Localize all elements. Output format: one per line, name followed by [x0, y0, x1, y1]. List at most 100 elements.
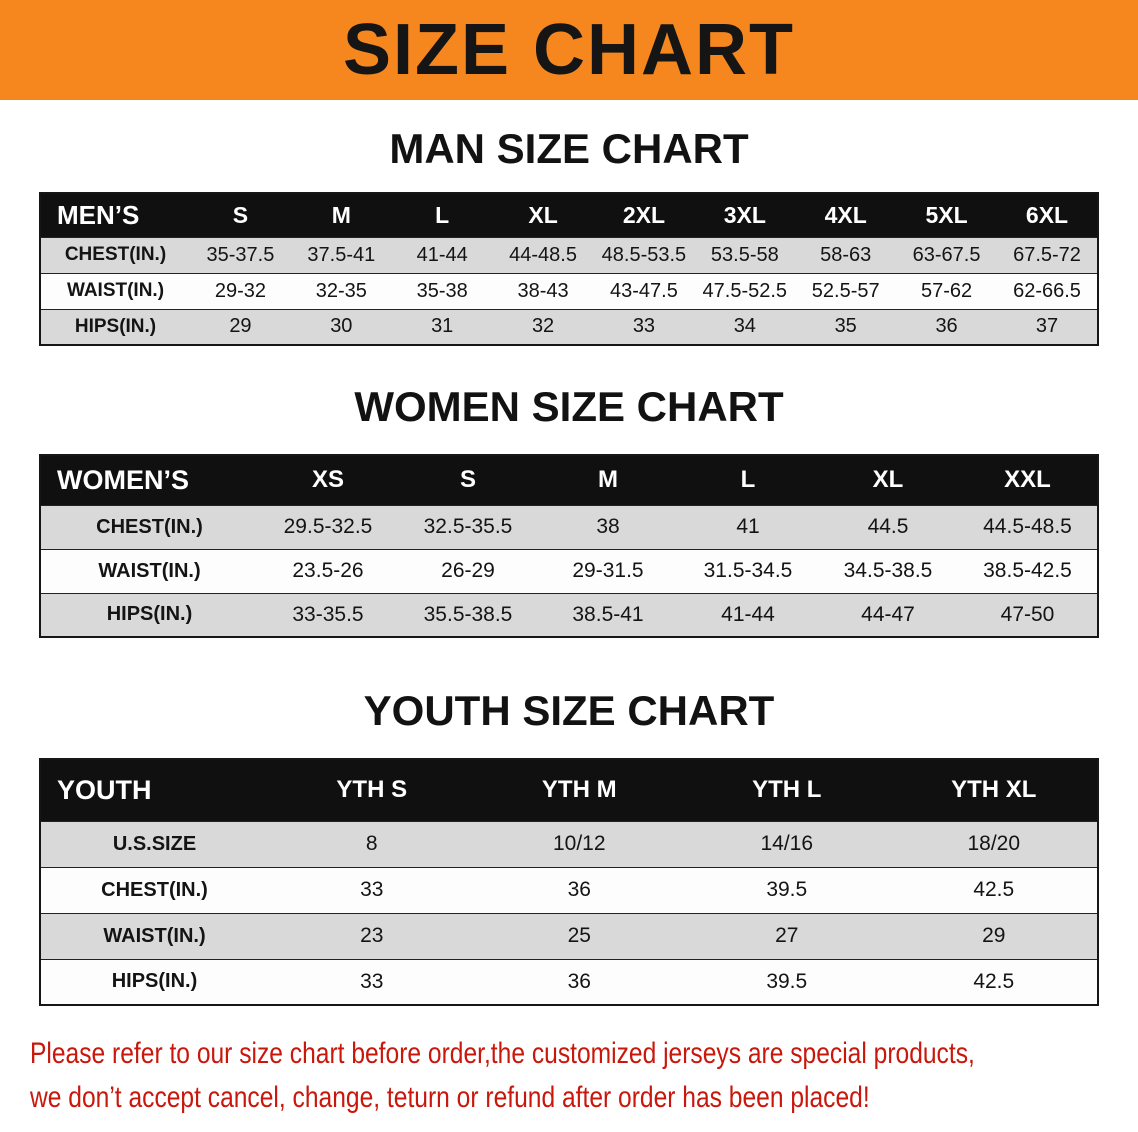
table-row: HIPS(IN.) 33 36 39.5 42.5: [40, 958, 1098, 1005]
measurement-value-cell: 36: [896, 308, 997, 345]
size-header-cell: 5XL: [896, 193, 997, 237]
measurement-value-cell: 39.5: [683, 958, 891, 1005]
measurement-value-cell: 36: [475, 866, 683, 913]
size-header-cell: XL: [492, 193, 594, 237]
measurement-value-cell: 29-32: [190, 272, 291, 309]
measurement-value-cell: 37.5-41: [290, 236, 392, 273]
table-row: CHEST(IN.) 33 36 39.5 42.5: [40, 866, 1098, 913]
size-header-cell: L: [678, 455, 818, 505]
measurement-value-cell: 29.5-32.5: [258, 504, 398, 549]
men-size-table: MEN’S S M L XL 2XL 3XL 4XL 5XL 6XL CHEST(IN.) 35-37…: [39, 192, 1099, 346]
measurement-value-cell: 30: [290, 308, 392, 345]
measurement-value-cell: 33: [593, 308, 695, 345]
row-label-cell: WAIST(IN.): [40, 548, 258, 593]
measurement-value-cell: 27: [683, 912, 891, 959]
table-title-cell: MEN’S: [40, 193, 190, 237]
size-header-cell: L: [391, 193, 493, 237]
size-header-cell: 6XL: [997, 193, 1098, 237]
measurement-value-cell: 44-48.5: [492, 236, 594, 273]
table-row: CHEST(IN.) 35-37.5 37.5-41 41-44 44-48.5 48.5…: [40, 236, 1098, 273]
table-row: HIPS(IN.) 33-35.5 35.5-38.5 38.5-41 41-44 44-…: [40, 592, 1098, 637]
size-header-cell: M: [290, 193, 392, 237]
measurement-value-cell: 25: [475, 912, 683, 959]
row-label-cell: HIPS(IN.): [40, 592, 258, 637]
measurement-value-cell: 52.5-57: [795, 272, 897, 309]
youth-size-table: YOUTH YTH S YTH M YTH L YTH XL U.S.SIZE 8 10/12…: [39, 758, 1099, 1006]
measurement-value-cell: 43-47.5: [593, 272, 695, 309]
table-row: WAIST(IN.) 29-32 32-35 35-38 38-43 43-47.5 47.…: [40, 272, 1098, 309]
size-header-cell: YTH M: [475, 759, 683, 821]
measurement-value-cell: 38.5-41: [538, 592, 678, 637]
measurement-value-cell: 42.5: [890, 866, 1098, 913]
measurement-value-cell: 10/12: [475, 820, 683, 867]
size-header-cell: XL: [818, 455, 958, 505]
row-label-cell: CHEST(IN.): [40, 504, 258, 549]
measurement-value-cell: 26-29: [398, 548, 538, 593]
row-label-cell: HIPS(IN.): [40, 958, 268, 1005]
measurement-value-cell: 37: [997, 308, 1098, 345]
size-header-cell: YTH L: [683, 759, 891, 821]
measurement-value-cell: 58-63: [795, 236, 897, 273]
measurement-value-cell: 23: [268, 912, 476, 959]
measurement-value-cell: 23.5-26: [258, 548, 398, 593]
order-notice: Please refer to our size chart before or…: [30, 1036, 1138, 1116]
measurement-value-cell: 32-35: [290, 272, 392, 309]
youth-section-heading: YOUTH SIZE CHART: [363, 687, 775, 734]
measurement-value-cell: 63-67.5: [896, 236, 997, 273]
notice-line-1: Please refer to our size chart before or…: [30, 1037, 975, 1070]
size-header-cell: 4XL: [795, 193, 897, 237]
table-header-row: MEN’S S M L XL 2XL 3XL 4XL 5XL 6XL: [40, 193, 1098, 237]
men-size-section: MAN SIZE CHART MEN’S S M L XL 2XL 3XL 4XL 5XL 6XL…: [0, 128, 1138, 346]
size-header-cell: XXL: [958, 455, 1098, 505]
row-label-cell: U.S.SIZE: [40, 820, 268, 867]
banner-title: SIZE CHART: [343, 10, 795, 90]
measurement-value-cell: 29: [890, 912, 1098, 959]
size-header-cell: 3XL: [694, 193, 796, 237]
measurement-value-cell: 41-44: [678, 592, 818, 637]
row-label-cell: WAIST(IN.): [40, 912, 268, 959]
row-label-cell: CHEST(IN.): [40, 236, 190, 273]
measurement-value-cell: 35.5-38.5: [398, 592, 538, 637]
measurement-value-cell: 33: [268, 866, 476, 913]
size-header-cell: M: [538, 455, 678, 505]
size-header-cell: S: [190, 193, 291, 237]
measurement-value-cell: 38.5-42.5: [958, 548, 1098, 593]
measurement-value-cell: 34: [694, 308, 796, 345]
size-header-cell: XS: [258, 455, 398, 505]
measurement-value-cell: 67.5-72: [997, 236, 1098, 273]
youth-size-section: YOUTH SIZE CHART YOUTH YTH S YTH M YTH L YTH…: [0, 690, 1138, 1006]
measurement-value-cell: 35-37.5: [190, 236, 291, 273]
measurement-value-cell: 33: [268, 958, 476, 1005]
measurement-value-cell: 48.5-53.5: [593, 236, 695, 273]
size-header-cell: 2XL: [593, 193, 695, 237]
measurement-value-cell: 32.5-35.5: [398, 504, 538, 549]
men-section-heading: MAN SIZE CHART: [389, 125, 749, 172]
women-size-table: WOMEN’S XS S M L XL XXL CHEST(IN.) 29.5-32.5 32.5…: [39, 454, 1099, 638]
measurement-value-cell: 35: [795, 308, 897, 345]
row-label-cell: HIPS(IN.): [40, 308, 190, 345]
measurement-value-cell: 18/20: [890, 820, 1098, 867]
table-row: U.S.SIZE 8 10/12 14/16 18/20: [40, 820, 1098, 867]
table-row: WAIST(IN.) 23.5-26 26-29 29-31.5 31.5-34.5 34…: [40, 548, 1098, 593]
measurement-value-cell: 38: [538, 504, 678, 549]
measurement-value-cell: 33-35.5: [258, 592, 398, 637]
measurement-value-cell: 38-43: [492, 272, 594, 309]
table-row: HIPS(IN.) 29 30 31 32 33 34 35 36 37: [40, 308, 1098, 345]
size-header-cell: YTH XL: [890, 759, 1098, 821]
measurement-value-cell: 44.5-48.5: [958, 504, 1098, 549]
table-header-row: WOMEN’S XS S M L XL XXL: [40, 455, 1098, 505]
measurement-value-cell: 47-50: [958, 592, 1098, 637]
measurement-value-cell: 53.5-58: [694, 236, 796, 273]
size-header-cell: S: [398, 455, 538, 505]
measurement-value-cell: 41: [678, 504, 818, 549]
measurement-value-cell: 14/16: [683, 820, 891, 867]
table-header-row: YOUTH YTH S YTH M YTH L YTH XL: [40, 759, 1098, 821]
measurement-value-cell: 39.5: [683, 866, 891, 913]
measurement-value-cell: 44-47: [818, 592, 958, 637]
measurement-value-cell: 31.5-34.5: [678, 548, 818, 593]
measurement-value-cell: 29: [190, 308, 291, 345]
measurement-value-cell: 8: [268, 820, 476, 867]
measurement-value-cell: 34.5-38.5: [818, 548, 958, 593]
table-title-cell: WOMEN’S: [40, 455, 258, 505]
